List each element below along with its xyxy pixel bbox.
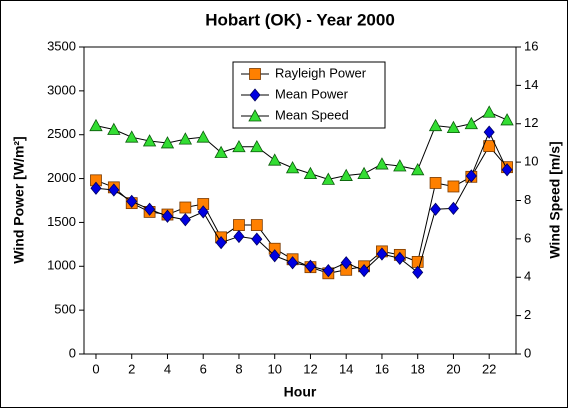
y2-axis-title: Wind Speed [m/s] xyxy=(547,141,563,258)
marker xyxy=(233,229,245,244)
marker xyxy=(161,209,173,223)
marker xyxy=(321,172,336,185)
marker xyxy=(268,153,282,166)
y-tick-label: 2500 xyxy=(47,126,76,141)
y2-tick-label: 14 xyxy=(524,77,538,92)
marker xyxy=(197,205,209,219)
marker xyxy=(214,145,228,158)
marker xyxy=(501,163,513,177)
marker xyxy=(232,139,246,153)
marker xyxy=(251,232,263,246)
marker xyxy=(303,166,318,180)
marker xyxy=(108,183,120,197)
marker xyxy=(465,169,477,183)
marker xyxy=(179,201,192,214)
marker xyxy=(482,105,496,118)
marker xyxy=(233,219,245,231)
marker xyxy=(394,251,406,266)
x-tick-label: 0 xyxy=(92,361,99,376)
marker xyxy=(179,213,191,227)
marker xyxy=(250,219,263,231)
marker xyxy=(126,194,138,209)
marker xyxy=(269,249,281,263)
marker xyxy=(248,109,262,122)
x-tick-label: 6 xyxy=(200,361,207,376)
chart-title: Hobart (OK) - Year 2000 xyxy=(205,10,395,29)
y2-tick-label: 4 xyxy=(524,269,531,284)
marker xyxy=(412,265,424,280)
y-axis-title: Wind Power [W/m²] xyxy=(11,136,27,263)
legend-label: Mean Power xyxy=(275,86,349,101)
marker xyxy=(430,202,442,216)
x-tick-label: 18 xyxy=(410,361,424,376)
y-tick-label: 2000 xyxy=(47,170,76,185)
legend-label: Rayleigh Power xyxy=(275,65,367,80)
marker xyxy=(90,181,102,195)
marker xyxy=(447,201,459,216)
marker xyxy=(411,162,425,176)
marker xyxy=(125,130,139,143)
x-tick-label: 2 xyxy=(128,361,135,376)
y-tick-label: 1000 xyxy=(47,258,76,273)
x-tick-label: 20 xyxy=(446,361,460,376)
marker xyxy=(89,118,103,132)
marker xyxy=(322,264,334,278)
x-tick-label: 22 xyxy=(482,361,496,376)
x-axis-title: Hour xyxy=(284,384,317,400)
marker xyxy=(393,159,407,172)
marker xyxy=(196,130,210,143)
marker xyxy=(178,132,193,145)
marker xyxy=(287,256,299,270)
x-tick-label: 4 xyxy=(164,361,171,376)
marker xyxy=(304,259,316,273)
marker xyxy=(160,136,175,149)
marker xyxy=(249,68,261,80)
x-tick-label: 14 xyxy=(339,361,353,376)
y-tick-label: 0 xyxy=(69,345,76,360)
marker xyxy=(357,166,371,180)
marker xyxy=(285,161,300,174)
marker xyxy=(144,202,156,216)
marker xyxy=(142,134,157,147)
y2-tick-label: 8 xyxy=(524,192,531,207)
marker xyxy=(375,157,389,170)
marker xyxy=(428,118,443,132)
y-tick-label: 3500 xyxy=(47,38,76,53)
y2-tick-label: 6 xyxy=(524,230,531,245)
marker xyxy=(358,264,370,278)
marker xyxy=(250,139,264,153)
y-tick-label: 1500 xyxy=(47,214,76,229)
y2-tick-label: 0 xyxy=(524,345,531,360)
marker xyxy=(464,116,478,130)
y2-tick-label: 2 xyxy=(524,307,531,322)
marker xyxy=(376,247,388,261)
marker xyxy=(429,177,442,189)
x-tick-label: 12 xyxy=(303,361,317,376)
marker xyxy=(340,256,352,270)
marker xyxy=(107,122,121,135)
x-tick-label: 10 xyxy=(267,361,281,376)
legend-label: Mean Speed xyxy=(275,107,349,122)
marker xyxy=(339,168,353,181)
x-tick-label: 8 xyxy=(235,361,242,376)
marker xyxy=(447,180,460,193)
marker xyxy=(500,113,514,126)
y2-tick-label: 16 xyxy=(524,38,538,53)
y2-tick-label: 12 xyxy=(524,115,538,130)
y2-tick-label: 10 xyxy=(524,154,538,169)
marker xyxy=(446,120,461,133)
y-tick-label: 3000 xyxy=(47,82,76,97)
marker xyxy=(215,235,227,250)
x-tick-label: 16 xyxy=(375,361,389,376)
y-tick-label: 500 xyxy=(54,302,76,317)
marker xyxy=(249,88,261,102)
marker xyxy=(483,125,495,139)
